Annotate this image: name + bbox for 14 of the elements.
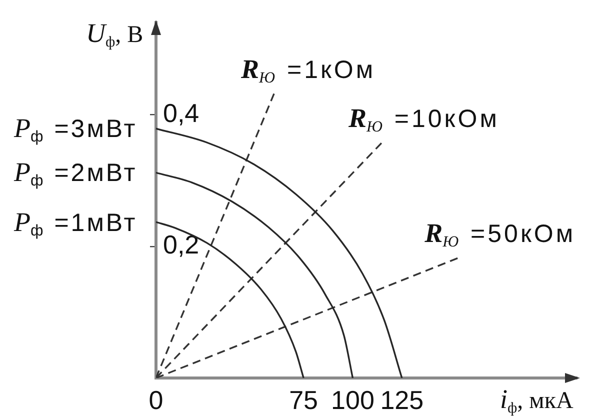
x-axis-title: i$_{ф}$, мкА (500, 384, 574, 416)
x-tick-label: 75 (289, 384, 318, 415)
y-tick-label: 0,2 (163, 230, 200, 260)
x-tick-label: 100 (331, 384, 374, 415)
series-label: P$_{ф}$ =2мВт (14, 157, 138, 190)
series-label: R$_{Ю}$ =10кОм (348, 103, 500, 136)
y-axis-title: U$_{ф}$, В (86, 18, 144, 50)
y-tick-label: 0,4 (163, 98, 200, 128)
x-tick-label: 0 (148, 384, 164, 415)
series-label: R$_{Ю}$ =1кОм (241, 54, 376, 86)
series-label: P$_{ф}$ =3мВт (14, 113, 138, 146)
series-label: R$_{Ю}$ =50кОм (424, 218, 576, 251)
x-tick-label: 125 (380, 384, 424, 415)
series-label: P$_{ф}$ =1мВт (14, 206, 138, 240)
